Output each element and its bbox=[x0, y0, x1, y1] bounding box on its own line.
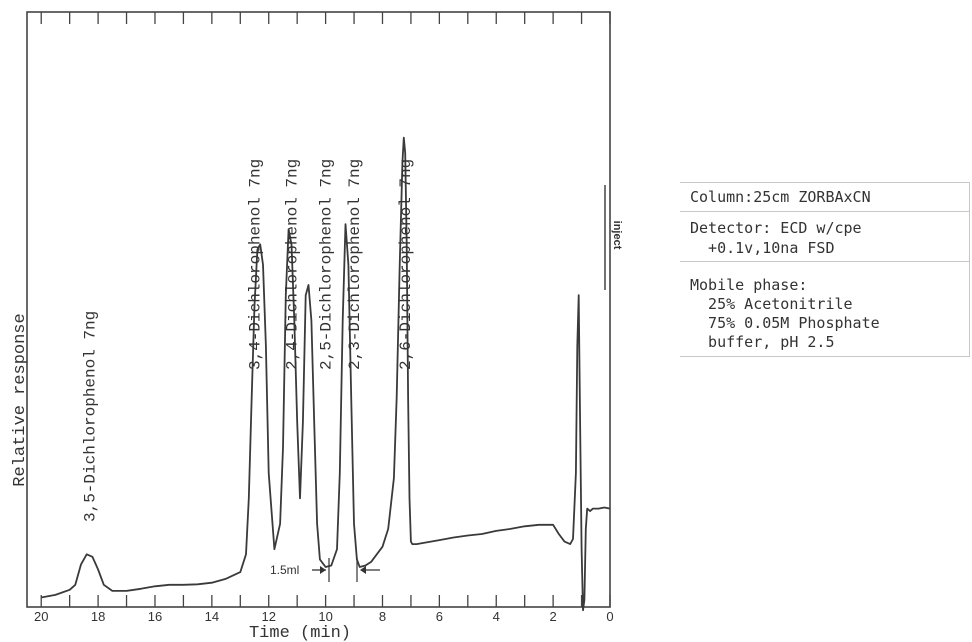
x-tick-label: 16 bbox=[148, 609, 162, 624]
conditions-panel: Column:25cm ZORBAxCN Detector: ECD w/cpe… bbox=[680, 182, 970, 357]
panel-rule-right bbox=[969, 182, 970, 357]
x-tick-label: 14 bbox=[205, 609, 219, 624]
column-spec: Column:25cm ZORBAxCN bbox=[690, 188, 871, 206]
x-tick-label: 8 bbox=[379, 609, 386, 624]
y-axis-label: Relative response bbox=[11, 313, 30, 486]
mobile-phase-line4: buffer, pH 2.5 bbox=[690, 333, 835, 351]
detector-spec-line1: Detector: ECD w/cpe bbox=[690, 219, 862, 237]
peak-label: 2,4-Dichlorophenol 7ng bbox=[284, 159, 302, 370]
plot-frame bbox=[26, 11, 611, 608]
mobile-phase-line1: Mobile phase: bbox=[690, 276, 808, 294]
panel-rule-bottom bbox=[680, 356, 970, 357]
x-tick-label: 18 bbox=[91, 609, 105, 624]
peak-label: 2,3-Dichlorophenol 7ng bbox=[346, 159, 364, 370]
panel-rule bbox=[680, 211, 970, 212]
peak-label: 3,4-Dichlorophenol 7ng bbox=[247, 159, 265, 370]
panel-rule bbox=[680, 261, 970, 262]
bottom-tick-marks bbox=[40, 595, 611, 607]
x-tick-label: 4 bbox=[493, 609, 500, 624]
volume-annotation: 1.5ml bbox=[270, 563, 299, 577]
inject-annotation: inject bbox=[611, 221, 623, 250]
x-axis-label: Time (min) bbox=[249, 624, 351, 642]
peak-label: 3,5-Dichlorophenol 7ng bbox=[82, 311, 100, 522]
peak-labels: 3,5-Dichlorophenol 7ng 3,4-Dichlorophenol… bbox=[82, 159, 416, 522]
panel-rule-top bbox=[680, 182, 970, 183]
detector-spec-line2: +0.1v,10na FSD bbox=[690, 239, 835, 257]
peak-label: 2,5-Dichlorophenol 7ng bbox=[318, 159, 336, 370]
x-tick-labels: 20 18 16 14 12 10 8 6 4 2 0 bbox=[34, 609, 614, 624]
mobile-phase-line2: 25% Acetonitrile bbox=[690, 295, 853, 313]
volume-arrowhead-right bbox=[360, 566, 366, 574]
top-tick-marks bbox=[40, 12, 611, 24]
x-tick-label: 20 bbox=[34, 609, 48, 624]
x-tick-label: 10 bbox=[318, 609, 332, 624]
x-tick-label: 0 bbox=[606, 609, 613, 624]
x-tick-label: 6 bbox=[436, 609, 443, 624]
mobile-phase-line3: 75% 0.05M Phosphate bbox=[690, 314, 880, 332]
volume-arrowhead-left bbox=[320, 566, 326, 574]
chromatogram-trace bbox=[41, 136, 611, 612]
x-tick-label: 2 bbox=[550, 609, 557, 624]
peak-label: 2,6-Dichlorophenol 7ng bbox=[397, 159, 415, 370]
x-tick-label: 12 bbox=[261, 609, 275, 624]
